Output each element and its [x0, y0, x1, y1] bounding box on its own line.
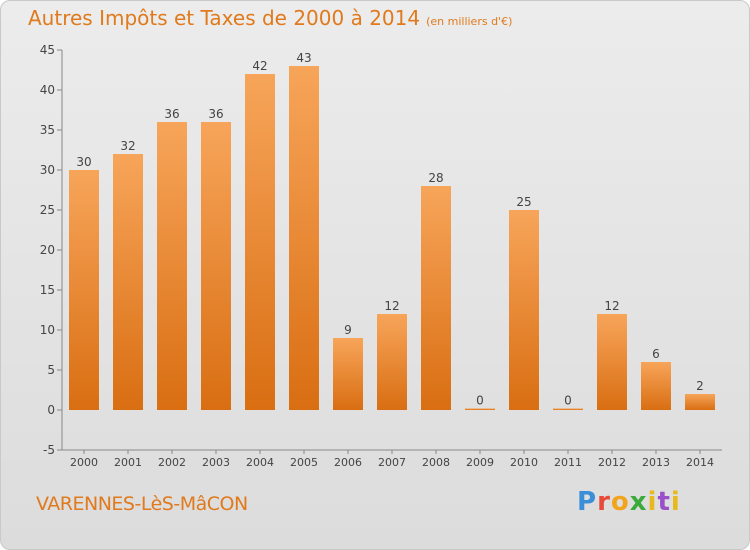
bar [377, 314, 407, 410]
bar-value-label: 36 [208, 107, 223, 121]
x-tick-label: 2001 [114, 456, 142, 469]
y-tick-label: 0 [47, 403, 55, 417]
bar-value-label: 0 [476, 394, 484, 408]
bar-value-label: 25 [516, 195, 531, 209]
x-tick-label: 2008 [422, 456, 450, 469]
bar [597, 314, 627, 410]
bar-value-label: 30 [76, 155, 91, 169]
bar [641, 362, 671, 410]
bar-value-label: 32 [120, 139, 135, 153]
bar-value-label: 12 [604, 299, 619, 313]
proxiti-logo[interactable]: Proxiti [577, 487, 681, 517]
bar [421, 186, 451, 410]
bar [245, 74, 275, 410]
bar-value-label: 9 [344, 323, 352, 337]
bar-value-label: 42 [252, 59, 267, 73]
logo-letter-t: t [657, 487, 671, 517]
x-tick-label: 2013 [642, 456, 670, 469]
bar-value-label: 0 [564, 394, 572, 408]
logo-letter-o: o [610, 487, 630, 517]
bar [157, 122, 187, 410]
chart-title-text: Autres Impôts et Taxes de 2000 à 2014 [28, 6, 421, 30]
bar [553, 408, 583, 410]
y-tick-label: 10 [40, 323, 55, 337]
bar-value-label: 12 [384, 299, 399, 313]
x-tick-label: 2002 [158, 456, 186, 469]
logo-letter-i2: i [670, 487, 681, 517]
chart-subtitle: (en milliers d'€) [426, 15, 513, 28]
logo-letter-i: i [647, 487, 658, 517]
logo-letter-r: r [597, 487, 611, 517]
y-tick-label: -5 [43, 443, 55, 457]
bar [465, 408, 495, 410]
y-tick-label: 5 [47, 363, 55, 377]
bar-value-label: 6 [652, 347, 660, 361]
y-tick-label: 25 [40, 203, 55, 217]
x-tick-label: 2006 [334, 456, 362, 469]
x-tick-label: 2004 [246, 456, 274, 469]
x-tick-label: 2007 [378, 456, 406, 469]
y-tick-label: 20 [40, 243, 55, 257]
bar-value-label: 28 [428, 171, 443, 185]
x-tick-label: 2012 [598, 456, 626, 469]
x-tick-label: 2005 [290, 456, 318, 469]
y-tick-label: 40 [40, 83, 55, 97]
x-tick-label: 2011 [554, 456, 582, 469]
chart-title: Autres Impôts et Taxes de 2000 à 2014 (en… [28, 6, 512, 30]
logo-letter-x: x [629, 487, 648, 517]
y-tick-label: 45 [40, 43, 55, 57]
bar [201, 122, 231, 410]
x-tick-label: 2000 [70, 456, 98, 469]
bar-value-label: 2 [696, 379, 704, 393]
bar [333, 338, 363, 410]
bar-value-label: 43 [296, 51, 311, 65]
bar [69, 170, 99, 410]
x-tick-label: 2014 [686, 456, 714, 469]
y-tick-label: 15 [40, 283, 55, 297]
x-tick-label: 2010 [510, 456, 538, 469]
bar [509, 210, 539, 410]
city-name: VARENNES-LèS-MâCON [36, 493, 248, 515]
bar-value-label: 36 [164, 107, 179, 121]
y-tick-label: 30 [40, 163, 55, 177]
x-tick-label: 2003 [202, 456, 230, 469]
y-tick-label: 35 [40, 123, 55, 137]
bar [289, 66, 319, 410]
logo-letter-p: P [577, 487, 598, 517]
bar [685, 394, 715, 410]
bar [113, 154, 143, 410]
x-tick-label: 2009 [466, 456, 494, 469]
